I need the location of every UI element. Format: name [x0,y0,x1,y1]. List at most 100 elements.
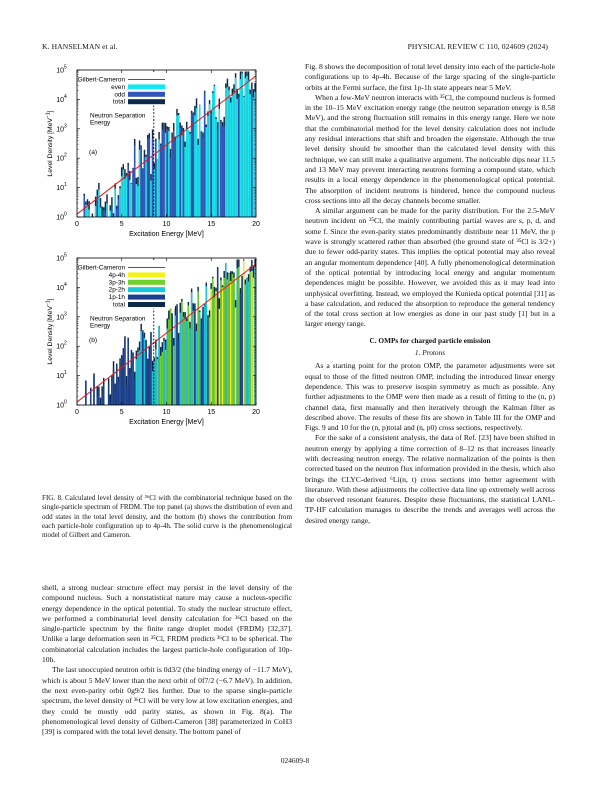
bar-even [233,93,235,217]
y-tick-label: 10 [56,126,64,133]
y-tick-exponent: 3 [64,123,67,129]
bar-odd [200,132,203,217]
bar-3p-3h [161,351,164,405]
bar-3p-3h [156,359,159,405]
bar-1p-1h [150,332,152,405]
subsection-heading: 1. Protons [414,348,446,358]
bar-1p-1h [98,388,100,405]
bar-total [112,213,115,217]
bar-even [120,176,123,217]
bar-even [247,80,250,217]
legend-swatch [128,91,165,97]
bar-even [125,175,128,217]
bar-1p-1h [239,293,242,405]
y-tick-exponent: 4 [64,94,67,100]
bar-1p-1h [124,336,126,405]
bar-even [207,115,209,217]
bar-1p-1h [96,395,98,405]
bar-odd [127,166,129,217]
bar-1p-1h [177,339,180,405]
bar-odd [171,138,173,217]
bar-odd [161,129,164,217]
bar-1p-1h [132,353,134,405]
bar-even [114,188,116,217]
x-axis-label: Excitation Energy [MeV] [129,419,204,426]
bar-3p-3h [212,278,214,405]
gilbert-cameron-curve [76,263,257,403]
bar-1p-1h [125,387,128,405]
bar-odd [223,126,225,217]
bar-3p-3h [208,317,211,405]
bar-even [135,183,138,217]
bar-2p-2h [163,341,165,405]
bar-odd [117,198,120,217]
bar-2p-2h [140,330,142,405]
bar-odd [216,128,219,217]
bar-odd [111,206,113,217]
bar-odd [101,215,103,217]
bar-1p-1h [176,306,178,405]
bar-2p-2h [205,286,208,405]
bar-even [244,78,247,217]
y-tick-label: 10 [56,215,64,222]
bar-4p-4h [221,287,224,405]
bar-3p-3h [228,273,230,405]
bar-3p-3h [226,279,229,405]
x-axis-label: Excitation Energy [MeV] [129,231,204,238]
legend-swatch [128,84,165,90]
bar-odd [104,211,107,217]
paragraph: A similar argument can be made for the p… [305,206,555,329]
bar-3p-3h [249,271,251,405]
bar-2p-2h [137,352,139,405]
bar-2p-2h [199,311,201,405]
paragraph: The last unoccupied neutron orbit is 0d3… [42,665,292,737]
bar-3p-3h [238,266,240,405]
paragraph: When a few-MeV neutron interacts with ³⁵… [305,92,555,205]
panel-label: (a) [89,149,97,156]
bar-odd [202,138,204,217]
legend-entry-label: odd [114,91,125,98]
y-tick-exponent: 5 [64,65,67,71]
bar-2p-2h [151,371,154,405]
y-tick-label: 10 [56,185,64,192]
y-tick-exponent: 2 [64,341,67,347]
neutron-separation-annotation: Energy [90,322,111,329]
bar-2p-2h [254,266,256,405]
y-tick-label: 10 [56,344,64,351]
bar-3p-3h [213,297,216,405]
y-tick-label: 10 [56,314,64,321]
bar-odd [179,127,181,217]
bar-3p-3h [233,277,235,405]
bar-odd [220,123,222,217]
bar-even [106,203,108,217]
bar-even [242,96,245,217]
legend-entry-label: 1p-1h [109,294,126,301]
bar-even [184,146,186,217]
bar-even [218,108,221,217]
bar-1p-1h [119,366,121,405]
bar-2p-2h [153,361,155,405]
bar-1p-1h [122,349,125,405]
bar-4p-4h [210,288,212,405]
panel-label: (b) [89,337,97,344]
bar-odd [133,145,136,217]
bar-total [101,206,103,217]
bar-3p-3h [197,291,199,405]
bar-2p-2h [158,326,160,405]
bar-even [205,127,208,217]
bar-odd [203,92,206,217]
x-tick-label: 15 [207,409,215,416]
y-tick-label: 10 [56,68,64,75]
x-tick-label: 10 [163,409,171,416]
bar-2p-2h [182,316,185,405]
bar-3p-3h [220,280,222,405]
bar-even [158,139,160,217]
bar-even [109,210,112,217]
bar-1p-1h [130,353,133,405]
bar-odd [83,195,85,217]
bar-even [122,169,125,217]
bar-even [212,92,214,217]
bar-even [88,209,90,217]
bar-odd [140,145,142,217]
right-column-text: Fig. 8 shows the decomposition of total … [305,62,555,526]
